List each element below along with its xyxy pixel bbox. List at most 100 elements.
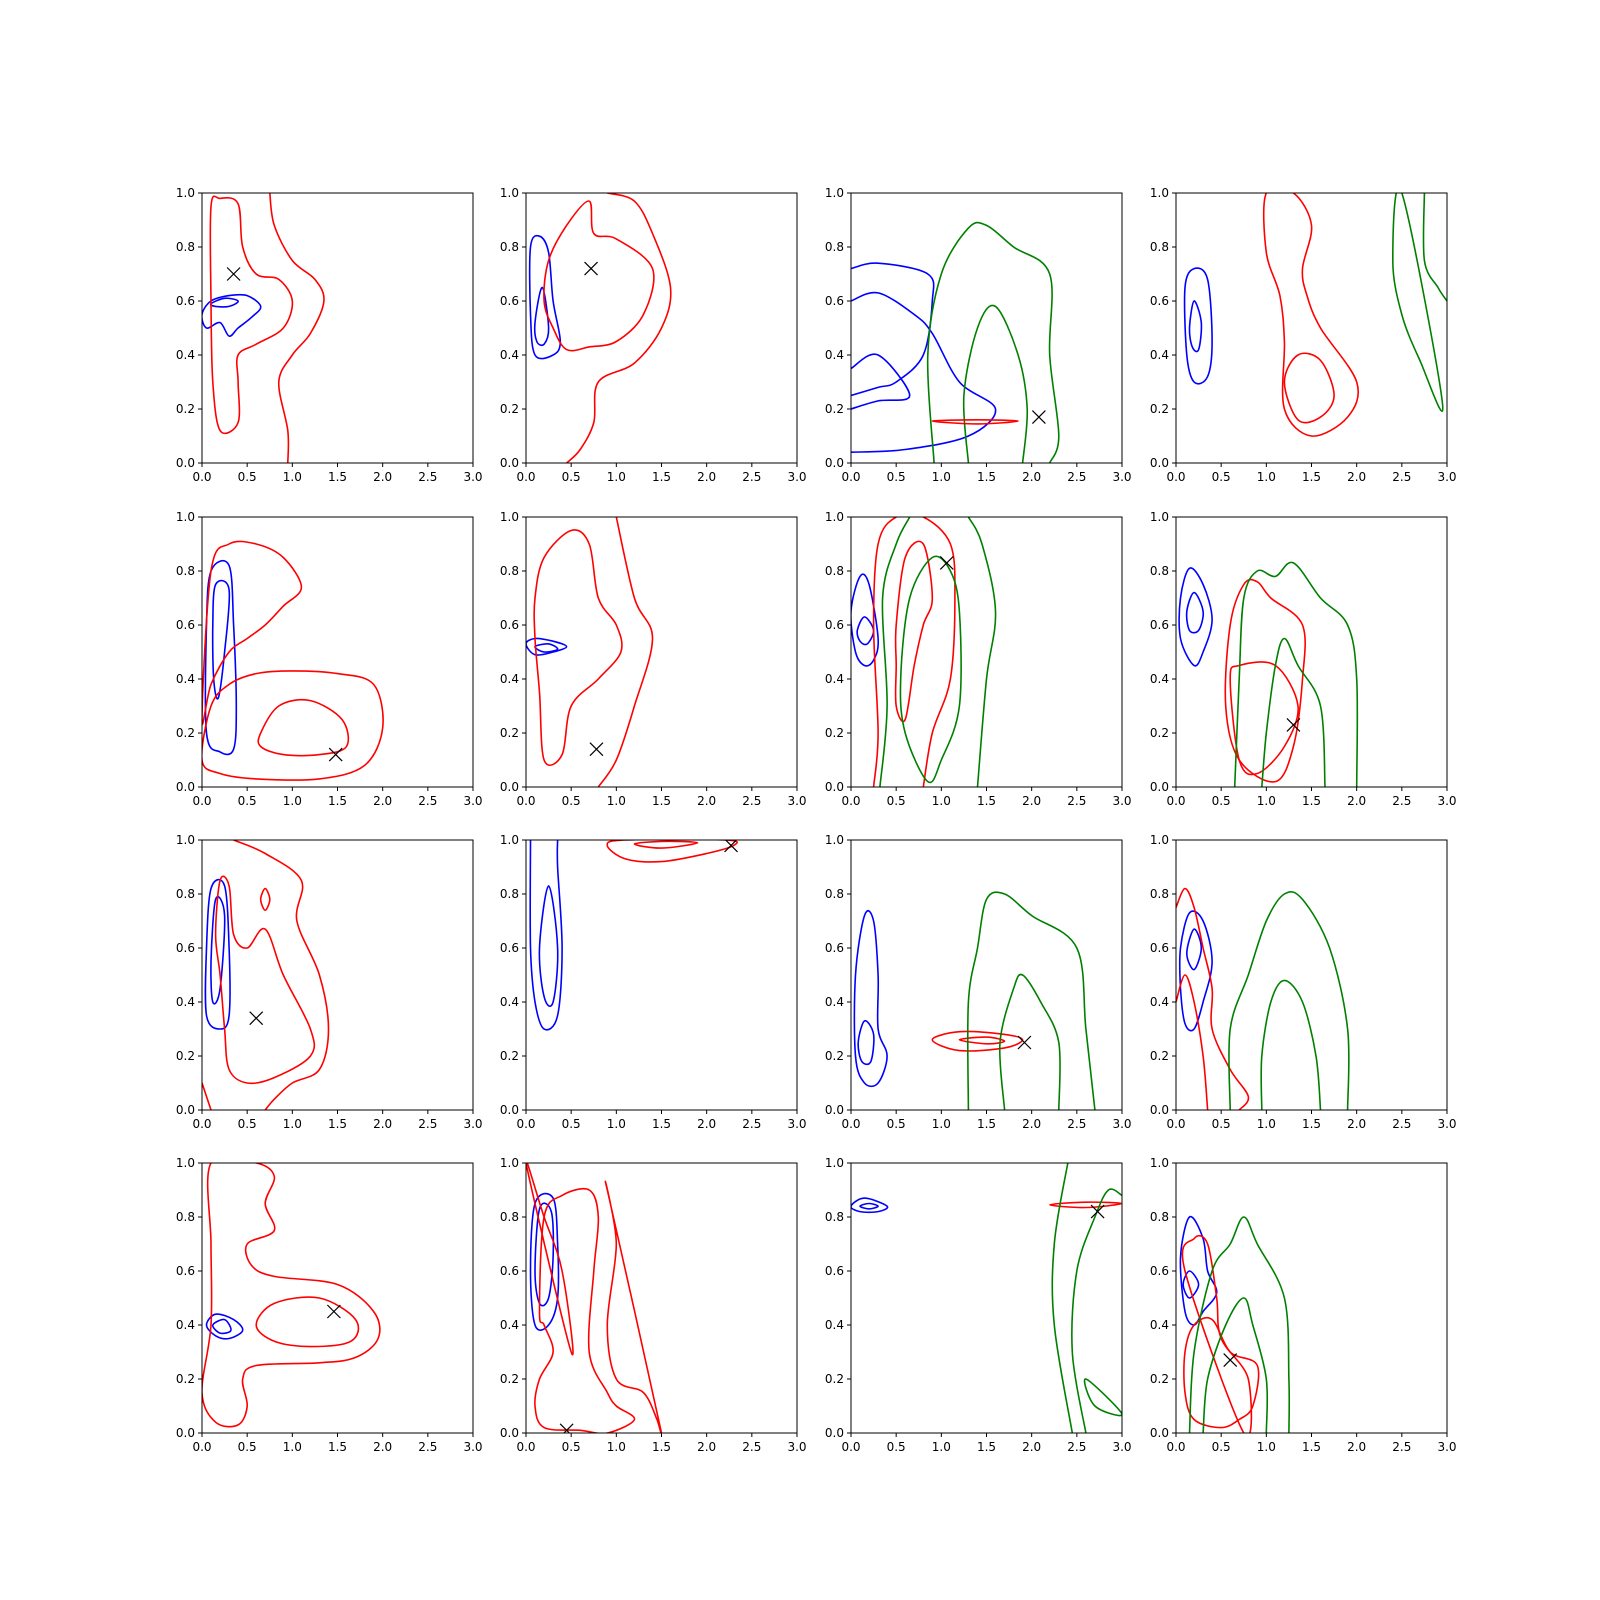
green-contour-line bbox=[879, 517, 911, 787]
red-contour-line bbox=[566, 193, 672, 463]
green-contour-line bbox=[899, 555, 962, 784]
x-tick-label: 3.0 bbox=[1437, 470, 1456, 484]
red-contour-line bbox=[543, 200, 655, 352]
red-contour-line bbox=[269, 193, 325, 463]
x-tick-label: 0.5 bbox=[562, 1117, 581, 1131]
green-contour-line bbox=[966, 891, 1096, 1110]
plot-area bbox=[528, 193, 672, 463]
red-contour-line bbox=[255, 1296, 360, 1348]
x-tick-label: 1.5 bbox=[977, 1117, 996, 1131]
y-tick-label: 0.0 bbox=[825, 1426, 844, 1440]
blue-contour-line bbox=[211, 1318, 232, 1335]
y-tick-label: 0.2 bbox=[1150, 1049, 1169, 1063]
y-tick-label: 0.6 bbox=[500, 941, 519, 955]
x-tick-label: 1.5 bbox=[1302, 470, 1321, 484]
green-contour-line bbox=[1260, 979, 1322, 1110]
x-tick-label: 0.0 bbox=[1166, 1440, 1185, 1454]
blue-contour-line bbox=[856, 616, 875, 646]
x-tick-label: 1.0 bbox=[283, 794, 302, 808]
x-marker bbox=[1090, 1204, 1105, 1219]
x-marker bbox=[584, 261, 598, 276]
blue-contour-line bbox=[1179, 1215, 1218, 1326]
x-tick-label: 0.5 bbox=[562, 1440, 581, 1454]
x-tick-label: 3.0 bbox=[1112, 470, 1131, 484]
y-tick-label: 0.8 bbox=[1150, 887, 1169, 901]
y-tick-label: 0.8 bbox=[1150, 240, 1169, 254]
blue-contour-line bbox=[204, 559, 238, 756]
red-contour-line bbox=[597, 517, 654, 787]
y-tick-label: 0.4 bbox=[176, 672, 195, 686]
red-contour-line bbox=[606, 840, 738, 863]
y-tick-label: 0.4 bbox=[825, 995, 844, 1009]
red-contour-line bbox=[202, 1082, 212, 1110]
y-tick-label: 0.6 bbox=[825, 1264, 844, 1278]
axes-frame bbox=[1175, 839, 1448, 1111]
y-tick-label: 1.0 bbox=[176, 510, 195, 524]
x-tick-label: 1.5 bbox=[977, 1440, 996, 1454]
y-tick-label: 0.2 bbox=[500, 1372, 519, 1386]
x-tick-label: 3.0 bbox=[1112, 1440, 1131, 1454]
y-tick-label: 0.0 bbox=[176, 780, 195, 794]
x-tick-label: 0.0 bbox=[841, 470, 860, 484]
x-tick-label: 3.0 bbox=[1437, 794, 1456, 808]
x-tick-label: 1.0 bbox=[283, 1440, 302, 1454]
blue-contour-line bbox=[851, 573, 880, 667]
x-marker bbox=[559, 1423, 574, 1433]
y-tick-label: 1.0 bbox=[500, 1156, 519, 1170]
y-tick-label: 0.8 bbox=[825, 240, 844, 254]
plot-area bbox=[526, 517, 654, 787]
blue-contour-line bbox=[1183, 267, 1213, 385]
y-tick-label: 0.6 bbox=[1150, 1264, 1169, 1278]
red-contour-line bbox=[931, 1030, 1024, 1052]
y-tick-label: 0.4 bbox=[500, 672, 519, 686]
x-tick-label: 2.0 bbox=[1347, 1117, 1366, 1131]
y-tick-label: 0.8 bbox=[825, 1210, 844, 1224]
red-contour-line bbox=[233, 840, 330, 1110]
axes-frame bbox=[850, 192, 1123, 464]
x-tick-label: 2.0 bbox=[373, 1440, 392, 1454]
green-contour-line bbox=[926, 221, 1060, 463]
green-contour-line bbox=[962, 304, 1029, 463]
blue-contour-line bbox=[1182, 1270, 1200, 1299]
x-tick-label: 0.0 bbox=[516, 794, 535, 808]
x-tick-label: 3.0 bbox=[787, 470, 806, 484]
subplot-13: 0.0 0.5 1.0 1.5 2.0 2.5 3.0 0.0 0.2 0.4 0.6 0.8 1.0 bbox=[176, 1156, 483, 1454]
x-tick-label: 0.5 bbox=[887, 1440, 906, 1454]
blue-contour-line bbox=[853, 909, 888, 1088]
blue-contour-line bbox=[205, 1313, 244, 1340]
x-marker bbox=[226, 267, 241, 281]
green-contour-line bbox=[1083, 1378, 1122, 1417]
x-marker bbox=[939, 555, 954, 570]
y-tick-label: 1.0 bbox=[1150, 833, 1169, 847]
red-contour-line bbox=[1176, 974, 1209, 1110]
y-tick-label: 1.0 bbox=[1150, 1156, 1169, 1170]
subplot-2: 0.0 0.5 1.0 1.5 2.0 2.5 3.0 0.0 0.2 0.4 0.6 0.8 1.0 bbox=[500, 186, 807, 484]
plot-area bbox=[853, 891, 1096, 1110]
y-tick-label: 1.0 bbox=[176, 186, 195, 200]
x-tick-label: 2.0 bbox=[1347, 470, 1366, 484]
red-contour-line bbox=[533, 529, 623, 767]
green-contour-line bbox=[1051, 1163, 1074, 1433]
y-tick-label: 1.0 bbox=[825, 186, 844, 200]
y-tick-label: 0.2 bbox=[1150, 1372, 1169, 1386]
red-contour-line bbox=[633, 840, 699, 849]
red-contour-line bbox=[1262, 193, 1360, 437]
axes-frame bbox=[850, 1162, 1123, 1434]
y-tick-label: 1.0 bbox=[1150, 186, 1169, 200]
y-tick-label: 0.4 bbox=[1150, 995, 1169, 1009]
x-marker bbox=[249, 1011, 264, 1026]
x-tick-label: 1.0 bbox=[283, 470, 302, 484]
axes-frame bbox=[201, 839, 474, 1111]
x-tick-label: 3.0 bbox=[787, 1117, 806, 1131]
axes-frame bbox=[201, 516, 474, 788]
y-tick-label: 0.8 bbox=[176, 1210, 195, 1224]
subplot-7: 0.0 0.5 1.0 1.5 2.0 2.5 3.0 0.0 0.2 0.4 0.6 0.8 1.0 bbox=[825, 510, 1132, 808]
y-tick-label: 0.2 bbox=[825, 726, 844, 740]
x-tick-label: 3.0 bbox=[463, 470, 482, 484]
x-tick-label: 2.5 bbox=[1067, 1440, 1086, 1454]
y-tick-label: 0.8 bbox=[500, 887, 519, 901]
x-tick-label: 0.5 bbox=[1212, 1440, 1231, 1454]
subplot-9: 0.0 0.5 1.0 1.5 2.0 2.5 3.0 0.0 0.2 0.4 0.6 0.8 1.0 bbox=[176, 833, 483, 1131]
blue-contour-line bbox=[859, 1202, 879, 1210]
x-tick-label: 0.5 bbox=[238, 470, 257, 484]
